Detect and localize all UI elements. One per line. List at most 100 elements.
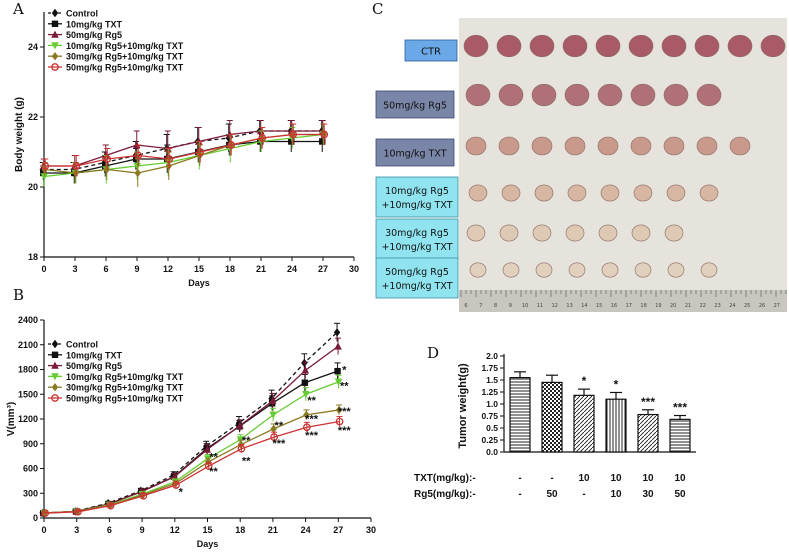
ruler-number: 23: [714, 303, 720, 309]
x-tick-label: 12: [163, 264, 173, 274]
legend-marker: [51, 394, 59, 402]
legend-entry: 30mg/kg Rg5+10mg/kg TXT: [66, 383, 184, 393]
row-label-rg5: Rg5(mg/kg):-: [414, 489, 476, 500]
data-point: [103, 155, 112, 163]
legend-marker: [51, 8, 59, 18]
ruler-number: 20: [670, 303, 676, 309]
data-point: [302, 391, 310, 399]
bar: [637, 413, 659, 453]
tumor: [534, 184, 554, 202]
tumor: [595, 34, 621, 58]
x-tick-label: 3: [74, 525, 79, 535]
group-label-text: 50mg/kg Rg5: [385, 267, 449, 278]
data-point: [320, 130, 329, 139]
x-tick-label: 0: [41, 525, 46, 535]
x-tick-label: 21: [256, 264, 266, 274]
y-tick-label: 2100: [18, 340, 38, 350]
series-1: [39, 120, 325, 177]
panel-c-tumor-photo: C 6 7 8 9 10 11 12 13 14 15 16 17 18 19 20 21 22 23 24 25 26 2…: [372, 0, 787, 312]
significance-mark: *: [582, 374, 587, 388]
group-label-box: [375, 90, 455, 119]
data-point: [41, 162, 50, 170]
x-axis-title: Days: [197, 539, 219, 549]
tumor: [696, 136, 718, 156]
panel-label-a: A: [12, 0, 24, 18]
series-6: [41, 123, 329, 177]
bar: [669, 418, 691, 453]
significance-mark: ***: [338, 406, 352, 418]
panel-label-d: D: [427, 344, 439, 362]
significance-mark: ***: [272, 438, 286, 450]
ruler-number: 10: [522, 303, 528, 309]
significance-mark: **: [209, 451, 218, 463]
series-line: [45, 133, 325, 167]
ruler-number: 22: [700, 303, 706, 309]
txt-dose-cell: -: [518, 473, 521, 484]
data-point: [302, 423, 311, 432]
group-label-box: [375, 138, 455, 167]
significance-mark: ***: [673, 401, 687, 415]
ruler-number: 25: [744, 303, 750, 309]
tumor: [600, 184, 620, 202]
y-tick-label: 1.0: [486, 399, 498, 409]
x-tick-label: 9: [140, 525, 145, 535]
significance-mark: ***: [305, 430, 319, 442]
legend-entry: 50mg/kg Rg5+10mg/kg TXT: [66, 63, 184, 73]
x-tick-label: 3: [72, 264, 77, 274]
legend-entry: 10mg/kg Rg5+10mg/kg TXT: [66, 41, 184, 51]
legend-entry: 30mg/kg Rg5+10mg/kg TXT: [66, 52, 184, 62]
data-point: [270, 433, 278, 441]
y-tick-label: 18: [28, 252, 38, 262]
panel-label-b: B: [13, 286, 24, 304]
bar: [509, 377, 531, 453]
rg5-dose-cell: 50: [546, 489, 558, 500]
legend-marker: [51, 42, 59, 50]
tumor: [628, 34, 654, 58]
data-point: [203, 445, 212, 453]
y-tick-label: 1500: [18, 389, 38, 399]
legend-marker: [51, 52, 59, 61]
data-point: [172, 481, 180, 489]
data-point: [258, 134, 267, 142]
y-axis-title: V(mm³): [6, 402, 17, 436]
data-point: [301, 366, 310, 374]
legend-marker: [51, 361, 59, 369]
significance-mark: **: [340, 380, 349, 392]
significance-mark: *: [342, 365, 347, 377]
tumor: [630, 136, 652, 156]
data-point: [335, 405, 343, 415]
tumor: [568, 262, 586, 278]
ruler-number: 9: [509, 303, 512, 309]
data-point: [301, 358, 308, 368]
group-label-text: 50mg/kg Rg5: [383, 101, 447, 112]
data-point: [269, 411, 277, 419]
tumor: [499, 224, 519, 242]
rg5-dose-cell: -: [518, 489, 521, 500]
x-axis-title: Days: [188, 278, 210, 288]
data-point: [196, 148, 205, 156]
series-3: [39, 120, 327, 177]
group-label-text: 30mg/kg Rg5: [385, 228, 449, 239]
rg5-dose-cell: 10: [610, 489, 622, 500]
x-tick-label: 24: [301, 525, 311, 535]
txt-dose-cell: -: [550, 473, 553, 484]
ruler-number: 14: [581, 303, 587, 309]
y-tick-label: 2400: [18, 315, 38, 325]
legend-marker: [51, 339, 59, 349]
tumor: [496, 34, 522, 58]
y-tick-label: 900: [23, 439, 38, 449]
ruler-number: 21: [685, 303, 691, 309]
data-point: [227, 141, 236, 149]
tumor: [531, 136, 553, 156]
data-point: [334, 342, 342, 350]
y-tick-label: 1.75: [481, 363, 498, 373]
tumor: [700, 262, 718, 278]
x-tick-label: 9: [134, 264, 139, 274]
tumor: [498, 136, 520, 156]
y-tick-label: 1800: [18, 365, 38, 375]
data-point: [204, 462, 213, 470]
data-point: [134, 151, 143, 160]
ruler-number: 11: [537, 303, 543, 309]
y-axis-title: Tumor weight(g): [457, 363, 469, 449]
tumor: [630, 83, 656, 107]
